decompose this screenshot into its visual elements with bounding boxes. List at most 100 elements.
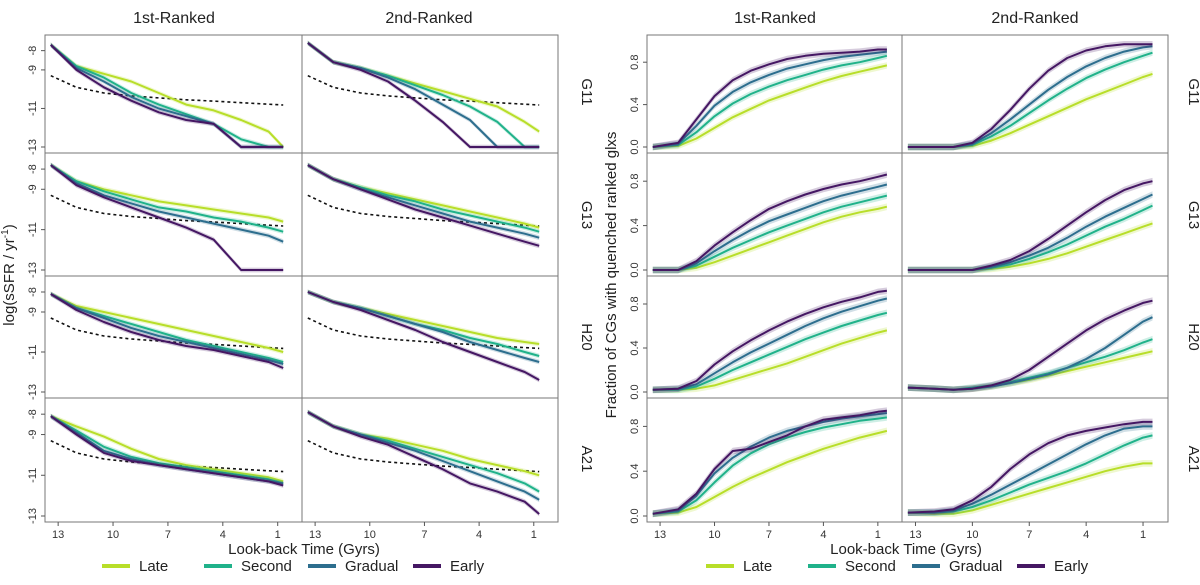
x-tick-label: 13 [909, 529, 921, 541]
sfr-threshold-line [50, 439, 284, 473]
series-line-gradual [652, 412, 888, 515]
series-band-gradual [907, 313, 1153, 394]
series-line-late [50, 415, 284, 483]
series-line-early [50, 293, 284, 369]
series-line-gradual [907, 45, 1153, 148]
legend-label-early: Early [450, 558, 485, 575]
y-tick-label: 0.8 [629, 296, 641, 311]
series-line-late [907, 462, 1153, 515]
x-tick-label: 7 [165, 529, 171, 541]
series-band-second [50, 413, 284, 486]
right-column-title-1: 1st-Ranked [734, 10, 816, 27]
x-tick-label: 1 [1140, 529, 1146, 541]
right-row-label-a21: A21 [1185, 446, 1200, 473]
y-tick-label: -11 [27, 101, 39, 116]
panel-ssfr-h20-2 [301, 275, 559, 399]
series-band-gradual [307, 409, 540, 503]
panel-fraction-g11-2 [901, 34, 1169, 154]
x-tick-label: 7 [766, 529, 772, 541]
y-tick-label: 0.8 [629, 419, 641, 434]
series-line-gradual [652, 183, 888, 271]
series-line-early [307, 42, 540, 148]
y-tick-label: -11 [27, 468, 39, 483]
left-y-axis-label-main: log(sSFR / yr [1, 238, 18, 326]
series-line-early [652, 48, 887, 148]
series-band-early [307, 162, 540, 249]
y-tick-label: 0.8 [629, 55, 641, 70]
x-tick-label: 7 [1026, 529, 1032, 541]
left-row-label-h20: H20 [578, 323, 595, 351]
y-tick-label: -9 [27, 184, 39, 194]
panel-fraction-g13-1: 0.0 0.4 0.8 [629, 152, 903, 278]
series-band-early [307, 409, 540, 517]
sfr-threshold-line [50, 317, 284, 350]
y-tick-label: 0.4 [629, 464, 641, 479]
legend-label-early: Early [1054, 558, 1089, 575]
legend-label-gradual: Gradual [949, 558, 1002, 575]
sfr-threshold-line [50, 74, 284, 106]
right-legend: Late Second Gradual Early [706, 558, 1089, 575]
x-tick-label: 10 [708, 529, 720, 541]
series-line-early [50, 415, 284, 487]
legend-label-late: Late [743, 558, 772, 575]
series-line-early [652, 289, 888, 391]
panel-frame [301, 397, 559, 523]
series-line-second [652, 416, 888, 515]
y-tick-label: 0.4 [629, 340, 641, 355]
x-tick-label: 4 [476, 529, 482, 541]
series-band-gradual [907, 43, 1153, 151]
sfr-threshold-line [307, 439, 540, 473]
series-line-early [907, 299, 1153, 391]
series-line-early [652, 409, 888, 515]
series-line-early [307, 411, 540, 515]
series-line-late [652, 205, 888, 271]
series-band-second [50, 162, 284, 235]
y-tick-label: 0.4 [629, 218, 641, 233]
series-line-early [307, 164, 540, 247]
left-column-title-2: 2nd-Ranked [385, 10, 472, 27]
y-tick-label: 0.0 [629, 384, 641, 399]
panel-frame [901, 397, 1169, 523]
panel-fraction-g11-1: 0.0 0.4 0.8 [629, 34, 903, 155]
y-tick-label: 0.0 [629, 508, 641, 523]
left-column-title-1: 1st-Ranked [133, 10, 215, 27]
series-band-late [652, 427, 887, 518]
x-tick-label: 1 [531, 529, 537, 541]
left-y-axis-label-sup: -1 [0, 229, 11, 238]
series-line-late [50, 44, 284, 148]
right-row-label-h20: H20 [1185, 323, 1200, 351]
series-line-second [907, 434, 1153, 514]
y-tick-label: -9 [27, 65, 39, 75]
x-tick-label: 4 [820, 529, 826, 541]
series-line-late [652, 64, 888, 148]
y-tick-label: 0.4 [629, 97, 641, 112]
y-tick-label: 0.0 [629, 139, 641, 154]
panel-fraction-a21-2: 13 10 7 4 1 [901, 397, 1169, 541]
sfr-threshold-line [307, 317, 540, 350]
series-line-gradual [652, 297, 888, 391]
right-y-axis-label: Fraction of CGs with quenched ranked glx… [603, 132, 620, 419]
x-tick-label: 4 [1083, 529, 1089, 541]
series-band-early [50, 291, 284, 371]
panel-ssfr-g13-2 [301, 152, 559, 277]
series-line-early [50, 164, 284, 271]
sfr-threshold-line [307, 74, 540, 106]
x-tick-label: 7 [421, 529, 427, 541]
series-line-second [50, 415, 284, 485]
series-line-late [307, 291, 540, 345]
y-tick-label: -13 [27, 139, 39, 155]
series-band-early [907, 177, 1153, 274]
y-tick-label: -13 [27, 384, 39, 400]
series-band-second [652, 52, 887, 151]
right-row-label-g13: G13 [1185, 201, 1200, 229]
series-band-early [50, 413, 284, 488]
series-band-late [50, 162, 284, 224]
series-line-second [652, 194, 888, 271]
y-tick-label: -8 [27, 164, 39, 174]
panel-ssfr-a21-1: -8 -9 -11 -13 13 10 7 4 1 [27, 397, 303, 541]
series-line-gradual [50, 293, 284, 365]
left-legend: Late Second Gradual Early [102, 558, 485, 575]
series-band-early [907, 297, 1153, 394]
series-line-second [652, 54, 888, 148]
y-tick-label: -11 [27, 222, 39, 237]
